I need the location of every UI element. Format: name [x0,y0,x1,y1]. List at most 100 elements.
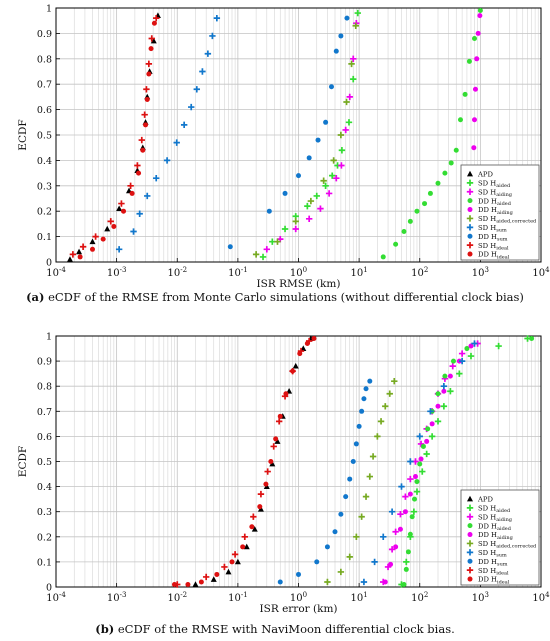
data-point [257,504,263,510]
data-point [290,368,296,374]
x-tick-label: 10-2 [167,591,187,604]
data-point [264,468,271,475]
data-point [471,145,477,151]
data-point [495,342,502,350]
data-point [402,493,409,500]
data-point [407,475,414,483]
data-point [251,526,258,532]
data-point [111,223,117,229]
legend-item: APD [467,171,493,179]
x-tick-label: 101 [351,591,368,604]
data-point [270,443,277,450]
data-point [392,528,399,535]
data-point [89,238,96,245]
data-point [442,170,448,176]
legend-marker [466,549,474,556]
legend-item: SD Haiding [466,188,513,198]
series-5 [252,22,359,258]
legend-marker [467,233,473,239]
data-point [427,408,434,415]
legend-label: SD Haiding [478,513,513,523]
data-point [388,546,396,553]
data-point [185,581,191,587]
data-point [468,343,474,349]
data-point [360,578,368,586]
y-tick-label: 0.6 [37,105,52,116]
series-1 [259,9,361,261]
legend-label: SD Hideal [478,242,509,252]
legend-label: SD Hsum [478,549,507,559]
data-point [398,483,405,490]
data-point [337,568,345,576]
data-point [441,388,447,394]
data-point [171,581,177,587]
data-point [292,362,299,369]
data-point [333,48,339,54]
data-point [76,248,83,255]
data-point [66,256,73,262]
legend-item: SD Haided [466,504,511,514]
legend-marker [466,566,474,574]
data-point [456,370,463,377]
data-point [277,413,283,419]
data-point [213,14,221,22]
data-point [252,251,260,258]
data-point [380,254,386,260]
data-point [329,172,336,179]
data-point [145,60,153,68]
data-point [407,458,414,465]
data-point [129,190,135,196]
data-point [419,468,426,475]
data-point [342,126,349,134]
legend-label: DD Hsum [478,558,508,568]
data-point [283,391,289,397]
data-point [104,225,111,232]
data-point [269,460,276,467]
data-point [434,418,442,425]
data-point [292,218,299,225]
legend-label: APD [477,496,493,504]
data-point [344,15,350,21]
data-point [292,225,299,233]
data-point [371,558,378,566]
data-point [369,453,377,460]
series-9 [171,336,317,587]
data-point [229,559,235,565]
legend-label: SD Hsum [478,224,507,234]
legend-item: SD Haided,corrected [466,215,537,225]
legend-item: DD Haided [467,522,512,532]
y-tick-label: 0 [46,583,52,594]
legend-item: SD Haiding [466,513,513,523]
data-point [69,251,77,258]
data-point [458,357,466,365]
data-point [427,190,433,196]
y-tick-label: 0.4 [37,482,52,493]
data-point [79,243,87,250]
data-point [391,377,398,385]
data-point [386,390,393,397]
x-tick-label: 101 [351,266,368,279]
data-point [257,490,265,498]
y-tick-label: 0.1 [37,557,52,568]
data-point [477,8,483,14]
series-3 [401,336,535,587]
data-point [192,581,199,587]
data-point [240,544,246,550]
legend-label: SD Haided [478,504,511,514]
data-point [118,200,125,207]
legend-marker [466,513,474,520]
series-6 [115,14,221,253]
data-point [402,509,408,515]
data-point [306,155,312,161]
data-point [173,139,180,146]
data-point [100,236,106,242]
data-point [423,450,430,458]
legend-item: DD Hsum [467,233,508,242]
data-point [450,358,456,364]
data-point [343,98,350,106]
data-point [332,529,338,535]
data-point [325,190,333,197]
data-point [296,571,301,577]
